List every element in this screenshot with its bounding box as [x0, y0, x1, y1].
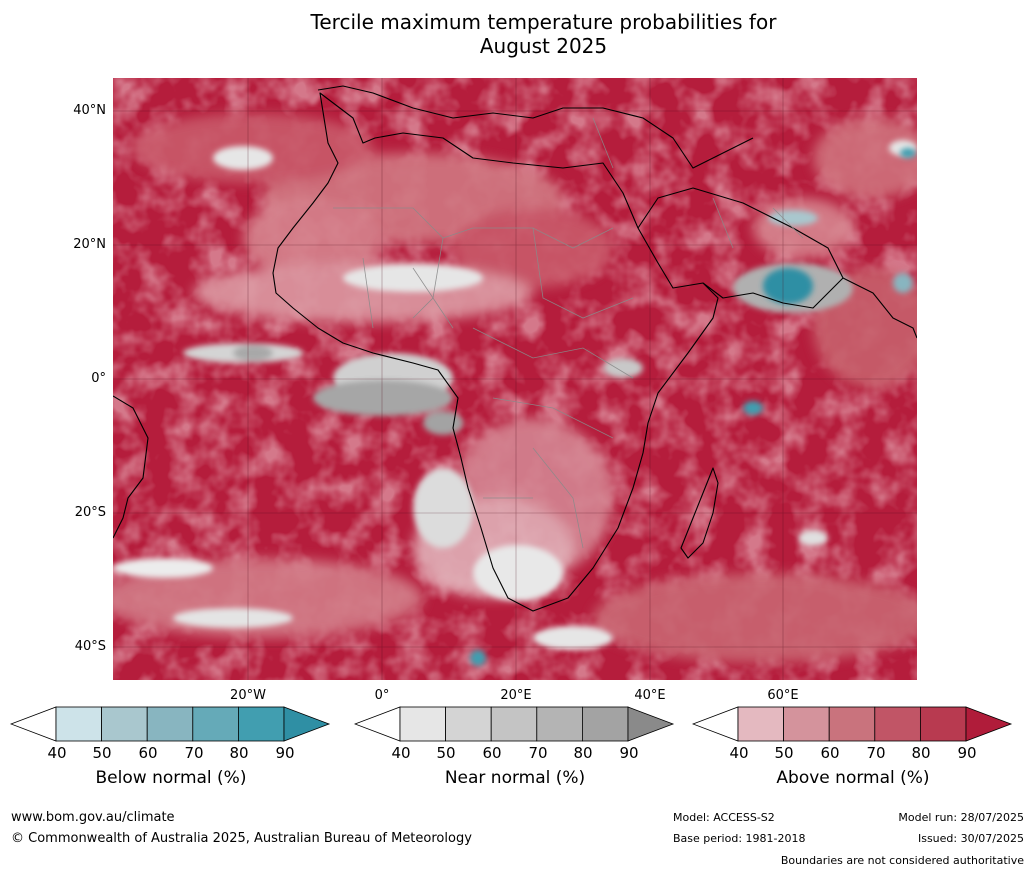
issued-text: Issued: 30/07/2025 — [917, 832, 1024, 845]
arabia-coastline — [637, 187, 844, 309]
graticule — [113, 78, 917, 680]
near-normal-zones — [113, 140, 917, 650]
tick-label: 60 — [820, 744, 840, 762]
tick-label: 60 — [138, 744, 158, 762]
lon-label-0: 0° — [374, 688, 390, 703]
country-borders — [333, 117, 804, 549]
colorbar-swatch — [399, 706, 446, 742]
colorbar-below-normal — [10, 706, 331, 742]
lat-label-40s: 40°S — [74, 639, 106, 654]
title-line-2: August 2025 — [479, 34, 608, 58]
tick-label: 70 — [866, 744, 886, 762]
website-text: www.bom.gov.au/climate — [11, 810, 175, 825]
colorbar-over-triangle — [283, 706, 331, 742]
tick-label: 80 — [229, 744, 249, 762]
colorbar-swatch — [101, 706, 148, 742]
disclaimer-text: Boundaries are not considered authoritat… — [780, 854, 1024, 867]
coastlines — [113, 85, 917, 612]
colorbar-swatch — [146, 706, 194, 742]
model-run-text: Model run: 28/07/2025 — [898, 811, 1024, 824]
tick-label: 40 — [47, 744, 67, 762]
europe-coastline — [317, 85, 754, 169]
model-text: Model: ACCESS-S2 — [673, 811, 775, 824]
tick-label: 80 — [573, 744, 593, 762]
colorbar-swatch — [192, 706, 239, 742]
colorbar-swatch — [874, 706, 921, 742]
colorbar-swatch — [581, 706, 629, 742]
south-america-coastline — [113, 395, 149, 539]
tick-label: 90 — [275, 744, 295, 762]
tick-label: 50 — [436, 744, 456, 762]
base-period-text: Base period: 1981-2018 — [673, 832, 806, 845]
colorbar-over-triangle — [965, 706, 1013, 742]
lon-label-40e: 40°E — [634, 688, 666, 703]
madagascar-coastline — [680, 467, 719, 559]
map-svg — [113, 78, 917, 680]
lat-label-20n: 20°N — [73, 237, 106, 252]
lat-label-20s: 20°S — [74, 505, 106, 520]
colorbar-above-normal — [692, 706, 1013, 742]
africa-coastline — [272, 92, 719, 612]
colorbar-swatch — [237, 706, 285, 742]
lon-label-60e: 60°E — [767, 688, 799, 703]
colorbar-under-triangle — [10, 706, 57, 742]
below-normal-zones — [470, 148, 916, 666]
below-normal-label: Below normal (%) — [95, 768, 247, 788]
tick-label: 40 — [391, 744, 411, 762]
above-normal-label: Above normal (%) — [776, 768, 930, 788]
tick-label: 90 — [619, 744, 639, 762]
tick-label: 70 — [184, 744, 204, 762]
lon-label-20w: 20°W — [230, 688, 266, 703]
colorbar-swatch — [828, 706, 876, 742]
lat-label-0: 0° — [91, 371, 106, 386]
tick-label: 60 — [482, 744, 502, 762]
map-title: Tercile maximum temperature probabilitie… — [0, 10, 1035, 58]
colorbar-swatch — [919, 706, 967, 742]
colorbar-swatch — [783, 706, 830, 742]
tick-label: 80 — [911, 744, 931, 762]
colorbar-under-triangle — [692, 706, 739, 742]
tick-label: 50 — [92, 744, 112, 762]
colorbar-over-triangle — [627, 706, 675, 742]
colorbar-near-normal — [354, 706, 675, 742]
tick-label: 70 — [528, 744, 548, 762]
lon-label-20e: 20°E — [500, 688, 532, 703]
copyright-text: © Commonwealth of Australia 2025, Austra… — [11, 831, 472, 846]
colorbar-swatch — [445, 706, 492, 742]
colorbar-swatch — [536, 706, 583, 742]
tick-label: 50 — [774, 744, 794, 762]
india-coastline — [842, 277, 917, 339]
forecast-map — [113, 78, 917, 680]
colorbar-under-triangle — [354, 706, 401, 742]
tick-label: 90 — [957, 744, 977, 762]
colorbar-swatch — [737, 706, 784, 742]
title-line-1: Tercile maximum temperature probabilitie… — [310, 10, 777, 34]
colorbar-swatch — [490, 706, 538, 742]
tick-label: 40 — [729, 744, 749, 762]
colorbar-swatch — [55, 706, 102, 742]
lat-label-40n: 40°N — [73, 103, 106, 118]
near-normal-label: Near normal (%) — [444, 768, 586, 788]
